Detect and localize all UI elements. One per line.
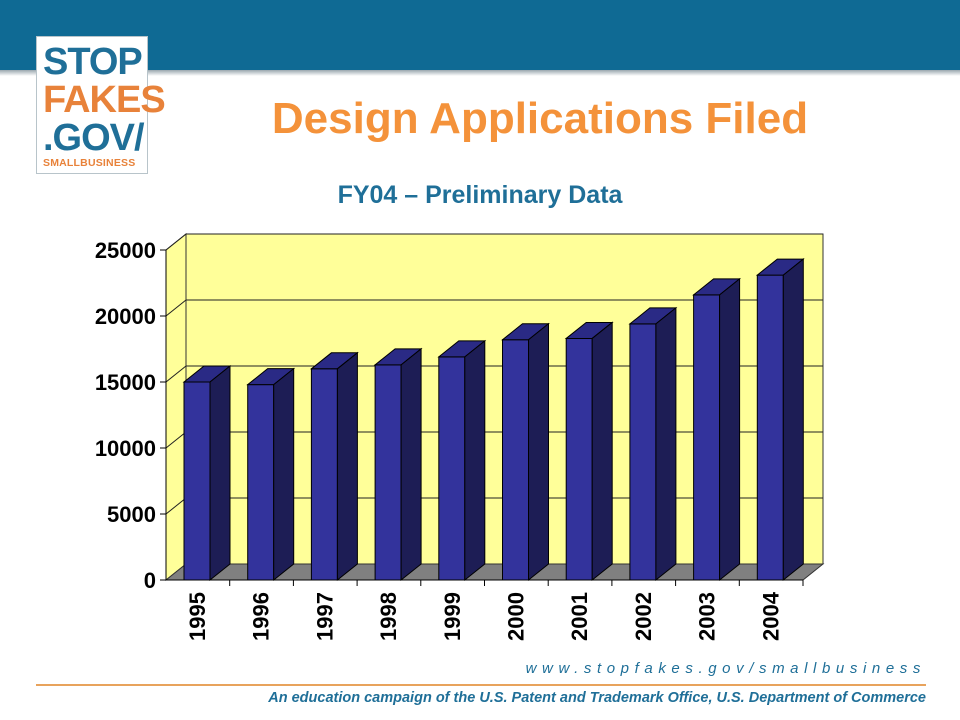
y-tick-label: 25000 xyxy=(95,238,156,263)
footer-campaign: An education campaign of the U.S. Patent… xyxy=(268,690,926,706)
bar-2002 xyxy=(629,323,657,581)
logo-line-gov: .GOV/ xyxy=(43,117,145,159)
bar-2004 xyxy=(756,274,784,581)
x-tick-label: 1998 xyxy=(376,592,401,641)
chart-side-wall xyxy=(165,232,187,582)
y-tick-label: 0 xyxy=(144,568,156,593)
x-tick-label: 2004 xyxy=(758,591,783,641)
x-tick-label: 2002 xyxy=(631,592,656,641)
bar-2000 xyxy=(502,339,529,581)
logo-line-fakes: FAKES xyxy=(43,79,166,121)
x-tick-label: 2000 xyxy=(504,592,529,641)
bar-side-1999 xyxy=(464,339,486,582)
bar-1995 xyxy=(183,381,211,581)
footer-url: www.stopfakes.gov/smallbusiness xyxy=(525,660,926,677)
bar-side-2001 xyxy=(591,321,613,582)
x-tick-label: 1996 xyxy=(249,592,274,641)
bar-1998 xyxy=(374,364,402,581)
bar-2003 xyxy=(693,294,721,581)
x-tick-label: 1995 xyxy=(185,592,210,641)
bar-side-2000 xyxy=(528,322,549,582)
bar-side-2003 xyxy=(719,277,741,582)
footer-divider xyxy=(36,684,926,686)
y-tick-label: 20000 xyxy=(95,304,156,329)
bar-side-2002 xyxy=(655,306,677,582)
bar-1996 xyxy=(247,384,275,581)
bar-side-1996 xyxy=(273,367,295,582)
bar-1997 xyxy=(310,368,338,581)
gridline xyxy=(165,299,823,317)
bar-2001 xyxy=(565,337,593,581)
logo-line-smallbusiness: SMALLBUSINESS xyxy=(43,157,136,169)
bar-1999 xyxy=(438,356,466,581)
logo-line-stop: STOP xyxy=(43,41,143,83)
x-tick-label: 2001 xyxy=(567,592,592,641)
y-tick-label: 10000 xyxy=(95,436,156,461)
x-tick-label: 1999 xyxy=(440,592,465,641)
y-tick-label: 5000 xyxy=(107,502,156,527)
header-band xyxy=(0,0,960,70)
x-tick-label: 1997 xyxy=(312,592,337,641)
stopfakes-logo: STOP FAKES .GOV/ SMALLBUSINESS xyxy=(36,36,166,174)
gridline xyxy=(165,233,823,251)
header-band-shadow xyxy=(0,70,960,76)
bar-side-2004 xyxy=(782,258,804,582)
bar-side-1995 xyxy=(209,364,231,582)
y-tick-label: 15000 xyxy=(95,370,156,395)
slide-title: Design Applications Filed xyxy=(271,94,809,143)
bar-side-1997 xyxy=(336,351,358,582)
bar-side-1998 xyxy=(400,347,422,582)
x-tick-label: 2003 xyxy=(695,592,720,641)
slide-subtitle: FY04 – Preliminary Data xyxy=(337,181,623,209)
